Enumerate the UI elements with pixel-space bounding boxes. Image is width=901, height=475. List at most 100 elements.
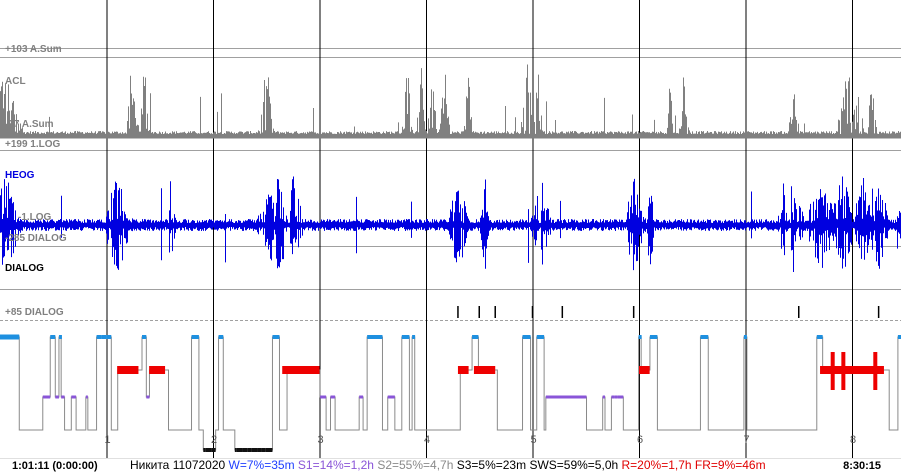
heog-trace — [0, 176, 901, 273]
stage-s1-segment — [55, 395, 59, 399]
stage-s3-segment — [257, 448, 262, 452]
stage-s1-segment — [614, 395, 618, 399]
channel-separators — [0, 48, 901, 321]
stage-s3-segment — [211, 448, 216, 452]
stage-wake-segment — [743, 335, 747, 339]
stage-wake-segment — [191, 335, 199, 339]
stage-s1-segment — [320, 395, 327, 399]
stage-s1-segment — [71, 395, 77, 399]
x-tick-label: 4 — [424, 434, 430, 446]
sleep-summary: Никита 11072020 W=7%=35m S1=14%=1,2h S2=… — [130, 458, 766, 472]
stage-s1-segment — [61, 395, 65, 399]
stage-s3-segment — [205, 448, 212, 452]
summary-item: W=7%=35m — [228, 458, 298, 472]
stage-wake-segment — [401, 335, 410, 339]
dialog-top-label: -285 DIALOG — [5, 233, 67, 244]
stage-wake-segment — [412, 335, 416, 339]
stage-s3-segment — [242, 448, 248, 452]
stage-s1-segment — [42, 395, 51, 399]
stage-s3-segment — [236, 448, 243, 452]
stage-s3-segment — [261, 448, 266, 452]
stage-wake-segment — [142, 335, 147, 339]
stage-rem-segment — [457, 366, 469, 374]
stage-wake-segment — [700, 335, 709, 339]
stage-rem-segment — [473, 366, 496, 374]
summary-item: Никита 11072020 — [130, 458, 229, 472]
summary-item: SWS=59%=5,0h — [529, 458, 622, 472]
x-tick-label: 8 — [850, 434, 856, 446]
stage-wake-segment — [816, 335, 823, 339]
hypnogram — [0, 334, 901, 459]
x-tick-label: 6 — [637, 434, 643, 446]
status-bar: 1:01:11 (0:00:00) Никита 11072020 W=7%=3… — [0, 458, 901, 475]
stage-wake-segment — [0, 334, 20, 340]
stage-s3-segment — [251, 448, 258, 452]
x-tick-label: 1 — [105, 434, 111, 446]
stage-rem-segment — [282, 366, 320, 374]
x-tick-label: 2 — [211, 434, 217, 446]
acl-label: ACL — [5, 76, 26, 87]
heog-signal — [0, 176, 901, 273]
stage-s1-segment — [545, 395, 587, 399]
stage-wake-segment — [101, 335, 107, 339]
stage-s1-segment — [330, 395, 336, 399]
acl-bottom-label: -97 A.Sum — [5, 119, 54, 130]
stage-wake-segment — [649, 335, 658, 339]
stage-wake-segment — [218, 335, 224, 339]
stage-s1-segment — [611, 395, 615, 399]
stage-wake-segment — [638, 335, 642, 339]
summary-item: S1=14%=1,2h — [297, 458, 378, 472]
stage-wake-segment — [536, 335, 545, 339]
stage-wake-segment — [106, 335, 112, 339]
rapid-eye-movement-marker — [873, 352, 878, 390]
stage-s3-segment — [247, 448, 252, 452]
summary-item: S2=55%=4,7h — [377, 458, 457, 472]
dialog-label: DIALOG — [5, 263, 44, 274]
hypnogram-line — [0, 336, 901, 451]
stage-wake-segment — [367, 335, 376, 339]
status-divider — [0, 458, 901, 459]
acl-trace — [0, 64, 901, 139]
end-time: 8:30:15 — [843, 460, 881, 472]
stage-rem-segment — [149, 366, 166, 374]
stage-wake-segment — [58, 335, 62, 339]
stage-wake-segment — [272, 335, 280, 339]
x-tick-label: 7 — [744, 434, 750, 446]
stage-wake-segment — [472, 335, 479, 339]
stage-rem-segment — [117, 366, 139, 374]
stage-wake-segment — [375, 335, 383, 339]
stage-s1-segment — [617, 395, 624, 399]
stage-s3-segment — [265, 448, 273, 452]
dialog-bottom-label: +85 DIALOG — [5, 307, 64, 318]
x-tick-label: 5 — [531, 434, 537, 446]
rapid-eye-movement-marker — [830, 352, 835, 390]
stage-rem-segment — [639, 366, 650, 374]
x-axis-ticks: 1 2 3 4 5 6 7 8 — [105, 434, 857, 446]
stage-wake-segment — [897, 335, 901, 339]
acl-top-label: +103 A.Sum — [5, 44, 62, 55]
stage-s1-segment — [387, 395, 395, 399]
summary-item: R=20%=1,7h — [621, 458, 695, 472]
x-tick-label: 3 — [318, 434, 324, 446]
start-time: 1:01:11 (0:00:00) — [12, 460, 98, 472]
dialog-event-ticks — [457, 306, 880, 318]
heog-mid-label: -1.LOG — [18, 212, 52, 223]
stage-s3-segment — [203, 448, 206, 452]
stage-s1-segment — [602, 395, 605, 399]
heog-label: HEOG — [5, 170, 35, 181]
heog-top-label: +199 1.LOG — [5, 139, 61, 150]
stage-s3-segment — [234, 448, 237, 452]
stage-s1-segment — [146, 395, 150, 399]
stage-wake-segment — [522, 335, 526, 339]
acl-signal — [0, 64, 901, 137]
stage-s1-segment — [359, 395, 364, 399]
stage-s1-segment — [85, 395, 88, 399]
stage-wake-segment — [525, 335, 531, 339]
stage-wake-segment — [96, 335, 102, 339]
summary-item: FR=9%=46m — [694, 458, 766, 472]
rapid-eye-movement-marker — [841, 352, 846, 390]
stage-rem-segment — [820, 366, 884, 374]
summary-item: S3=5%=23m — [456, 458, 530, 472]
stage-wake-segment — [50, 335, 56, 339]
